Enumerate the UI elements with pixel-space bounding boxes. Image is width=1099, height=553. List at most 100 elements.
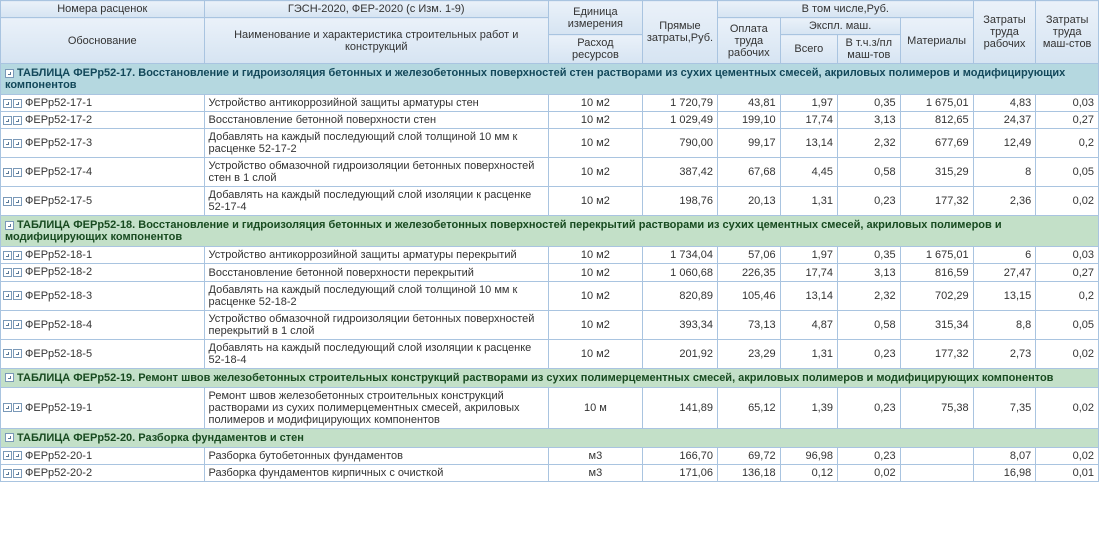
header-lab: Оплата труда рабочих [717,18,780,64]
expand-icon[interactable] [5,67,15,79]
unit-cell: 10 м2 [548,187,642,216]
expand-icon[interactable] [3,137,23,149]
lab-cell: 20,13 [717,187,780,216]
labh-cell: 4,83 [973,95,1036,112]
expand-icon[interactable] [3,114,23,126]
header-desc-top: ГЭСН-2020, ФЕР-2020 (с Изм. 1-9) [204,1,548,18]
expand-icon[interactable] [5,432,15,444]
lab-cell: 69,72 [717,447,780,464]
expand-icon[interactable] [3,319,23,331]
header-incl: В том числе,Руб. [717,1,973,18]
lab-cell: 199,10 [717,112,780,129]
code-cell: ФЕРр52-17-5 [1,187,205,216]
desc-cell: Добавлять на каждый последующий слой изо… [204,187,548,216]
unit-cell: 10 м2 [548,339,642,368]
direct-cell: 790,00 [642,129,717,158]
expand-icon[interactable] [3,290,23,302]
section-title: ТАБЛИЦА ФЕРр52-18. Восстановление и гидр… [1,216,1099,247]
table-row[interactable]: ФЕРр52-20-2Разборка фундаментов кирпичны… [1,464,1099,481]
table-row[interactable]: ФЕРр52-17-1Устройство антикоррозийной за… [1,95,1099,112]
desc-cell: Восстановление бетонной поверхности стен [204,112,548,129]
header-mach-hr: В т.ч.з/пл маш-тов [837,35,900,64]
table-row[interactable]: ФЕРр52-17-2Восстановление бетонной повер… [1,112,1099,129]
machhr-cell: 0,02 [1036,187,1099,216]
expand-icon[interactable] [5,219,15,231]
unit-cell: 10 м2 [548,310,642,339]
machhr-cell: 0,01 [1036,464,1099,481]
machh-cell: 2,32 [837,129,900,158]
machhr-cell: 0,02 [1036,339,1099,368]
desc-cell: Устройство антикоррозийной защиты армату… [204,95,548,112]
expand-icon[interactable] [3,402,23,414]
desc-cell: Добавлять на каждый последующий слой тол… [204,281,548,310]
lab-cell: 67,68 [717,158,780,187]
lab-cell: 57,06 [717,247,780,264]
expand-icon[interactable] [3,195,23,207]
expand-icon[interactable] [3,450,23,462]
lab-cell: 43,81 [717,95,780,112]
expand-icon[interactable] [3,249,23,261]
expand-icon[interactable] [3,267,23,279]
unit-cell: 10 м [548,387,642,428]
mat-cell: 816,59 [900,264,973,281]
table-row[interactable]: ФЕРр52-18-4Устройство обмазочной гидроиз… [1,310,1099,339]
lab-cell: 23,29 [717,339,780,368]
mach-cell: 17,74 [780,112,837,129]
direct-cell: 166,70 [642,447,717,464]
mat-cell: 677,69 [900,129,973,158]
lab-cell: 136,18 [717,464,780,481]
labh-cell: 13,15 [973,281,1036,310]
desc-cell: Устройство антикоррозийной защиты армату… [204,247,548,264]
desc-cell: Устройство обмазочной гидроизоляции бето… [204,310,548,339]
table-row[interactable]: ФЕРр52-19-1Ремонт швов железобетонных ст… [1,387,1099,428]
desc-cell: Разборка бутобетонных фундаментов [204,447,548,464]
header-labh: Затраты труда рабочих [973,1,1036,64]
lab-cell: 226,35 [717,264,780,281]
code-cell: ФЕРр52-17-2 [1,112,205,129]
labh-cell: 2,36 [973,187,1036,216]
table-row[interactable]: ФЕРр52-17-4Устройство обмазочной гидроиз… [1,158,1099,187]
header-mach-total: Всего [780,35,837,64]
table-row[interactable]: ФЕРр52-18-1Устройство антикоррозийной за… [1,247,1099,264]
table-body: ТАБЛИЦА ФЕРр52-17. Восстановление и гидр… [1,64,1099,482]
rates-table: Номера расценок ГЭСН-2020, ФЕР-2020 (с И… [0,0,1099,482]
header-code: Номера расценок [1,1,205,18]
table-row[interactable]: ФЕРр52-17-5Добавлять на каждый последующ… [1,187,1099,216]
expand-icon[interactable] [3,166,23,178]
code-cell: ФЕРр52-18-3 [1,281,205,310]
machh-cell: 0,23 [837,187,900,216]
direct-cell: 1 720,79 [642,95,717,112]
mat-cell: 177,32 [900,339,973,368]
direct-cell: 201,92 [642,339,717,368]
expand-icon[interactable] [5,372,15,384]
direct-cell: 1 734,04 [642,247,717,264]
desc-cell: Добавлять на каждый последующий слой тол… [204,129,548,158]
table-row[interactable]: ФЕРр52-18-2Восстановление бетонной повер… [1,264,1099,281]
unit-cell: 10 м2 [548,158,642,187]
labh-cell: 12,49 [973,129,1036,158]
table-row[interactable]: ФЕРр52-17-3Добавлять на каждый последующ… [1,129,1099,158]
section-title: ТАБЛИЦА ФЕРр52-19. Ремонт швов железобет… [1,368,1099,387]
header-desc-bot: Наименование и характеристика строительн… [204,18,548,64]
machhr-cell: 0,02 [1036,387,1099,428]
machhr-cell: 0,27 [1036,112,1099,129]
desc-cell: Разборка фундаментов кирпичных с очистко… [204,464,548,481]
machh-cell: 0,23 [837,447,900,464]
machhr-cell: 0,2 [1036,281,1099,310]
labh-cell: 16,98 [973,464,1036,481]
expand-icon[interactable] [3,97,23,109]
table-row[interactable]: ФЕРр52-20-1Разборка бутобетонных фундаме… [1,447,1099,464]
expand-icon[interactable] [3,348,23,360]
mach-cell: 1,31 [780,187,837,216]
unit-cell: 10 м2 [548,112,642,129]
table-row[interactable]: ФЕРр52-18-5Добавлять на каждый последующ… [1,339,1099,368]
labh-cell: 8 [973,158,1036,187]
unit-cell: 10 м2 [548,247,642,264]
machh-cell: 0,35 [837,247,900,264]
code-cell: ФЕРр52-17-3 [1,129,205,158]
machhr-cell: 0,03 [1036,247,1099,264]
expand-icon[interactable] [3,467,23,479]
table-row[interactable]: ФЕРр52-18-3Добавлять на каждый последующ… [1,281,1099,310]
machh-cell: 0,58 [837,310,900,339]
direct-cell: 1 029,49 [642,112,717,129]
